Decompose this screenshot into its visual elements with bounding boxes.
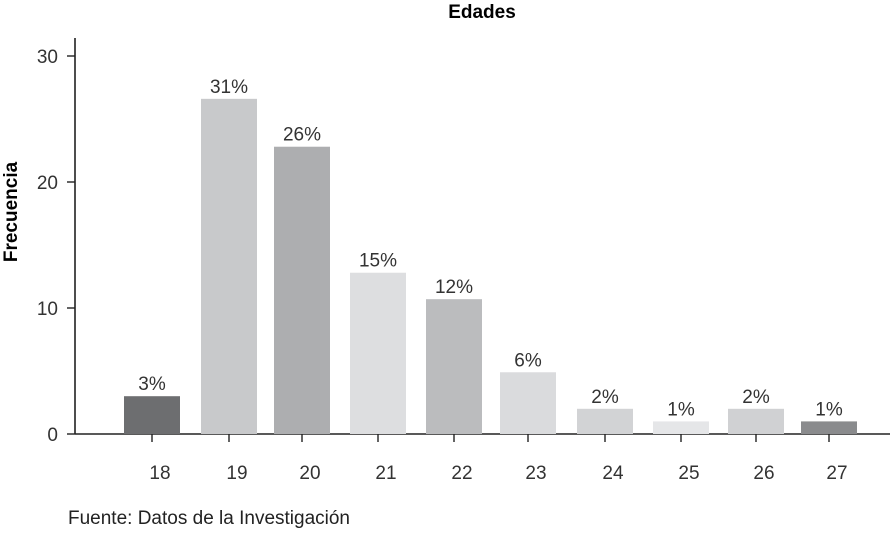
data-label-24: 2% [591,387,619,408]
source-note: Fuente: Datos de la Investigación [68,508,351,529]
bar-23 [500,372,556,434]
x-tick-label-22: 22 [451,463,472,484]
bar-21 [350,272,406,434]
data-label-20: 26% [283,125,321,146]
bar-26 [728,408,784,434]
x-tick-label-27: 27 [826,463,847,484]
x-tick-label-18: 18 [149,463,170,484]
bars [124,98,857,434]
data-labels: 3% 31% 26% 15% 12% 6% 2% 1% 2% 1% [138,77,843,421]
x-tick-label-20: 20 [299,463,320,484]
data-label-25: 1% [667,399,695,420]
x-tick-label-24: 24 [602,463,624,484]
y-tick-label: 10 [37,299,58,320]
y-tick-label: 20 [37,173,58,194]
bar-25 [653,421,709,434]
data-label-26: 2% [742,387,770,408]
x-tick-label-25: 25 [678,463,699,484]
x-tick-label-23: 23 [525,463,546,484]
y-tick-label: 0 [47,425,58,446]
x-tick-label-19: 19 [226,463,247,484]
data-label-27: 1% [815,399,843,420]
bar-20 [274,146,330,434]
data-label-22: 12% [435,277,473,298]
y-tick-labels: 0 10 20 30 [37,47,58,446]
chart-title: Edades [448,2,516,23]
y-tick-label: 30 [37,47,58,68]
bar-18 [124,396,180,434]
data-label-19: 31% [210,77,248,98]
data-label-21: 15% [359,251,397,272]
x-tick-label-21: 21 [375,463,396,484]
x-tick-label-26: 26 [753,463,774,484]
x-tick-labels: 18 19 20 21 22 23 24 25 26 27 [149,463,847,484]
data-label-18: 3% [138,374,166,395]
bar-22 [426,299,482,434]
bar-27 [801,421,857,434]
y-axis-label: Frecuencia [1,161,22,262]
bar-19 [201,98,257,434]
data-label-23: 6% [514,350,542,371]
bar-24 [577,408,633,434]
